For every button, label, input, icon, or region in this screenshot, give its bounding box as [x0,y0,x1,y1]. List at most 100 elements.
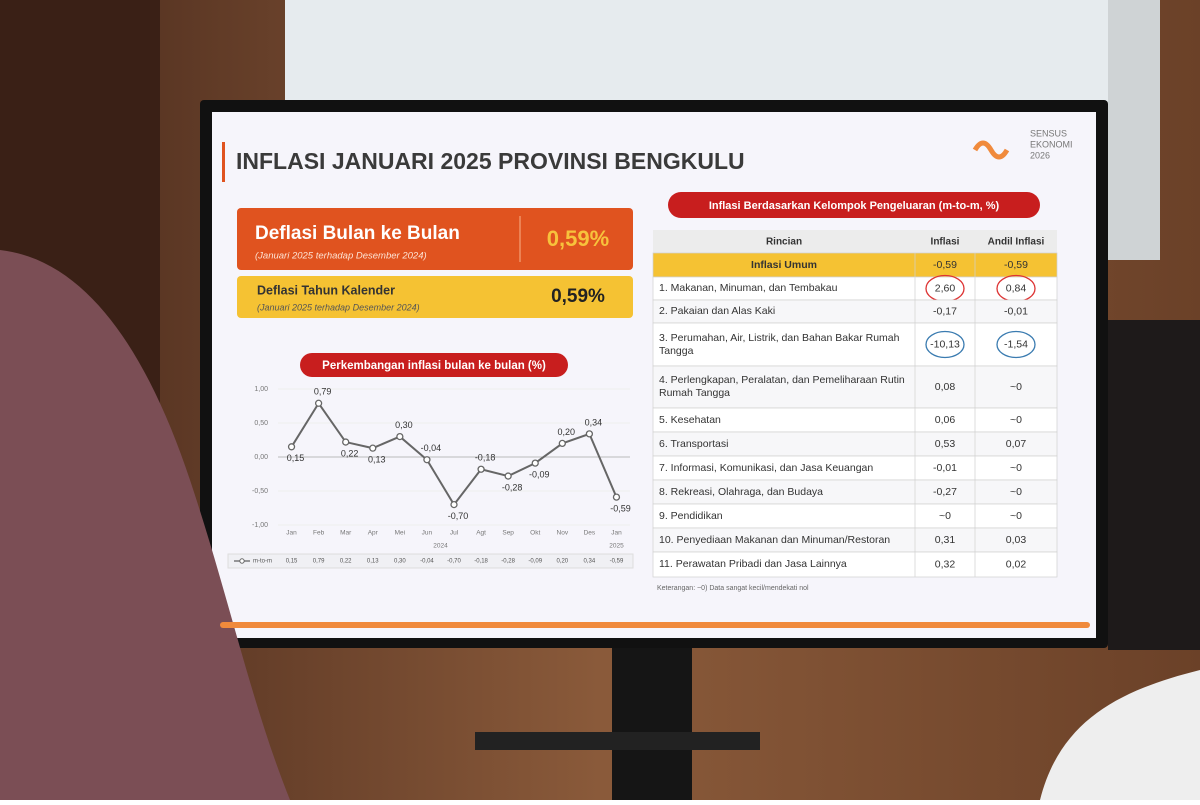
point [450,500,458,509]
y-tick-label: 0,00 [254,454,268,461]
data-row-value: -0,59 [610,559,624,565]
x-tick-label: Feb [313,530,325,537]
point [504,472,512,480]
x-tick-label: Mei [395,530,405,537]
table-cell: 0,06 [935,414,956,426]
point [396,432,404,441]
logo-text: 2026 [1030,150,1050,160]
table-cell: 0,07 [1006,438,1027,450]
table-cell: 9. Pendidikan [659,509,723,522]
table-cell-box: 5. Kesehatan [659,413,721,426]
x-tick-label: Des [584,530,596,537]
y-tick-label: -0,50 [252,488,268,495]
x-tick-label: Jan [611,530,622,537]
table-note: Keterangan: ~0) Data sangat kecil/mendek… [657,585,809,592]
calendar-value: 0,59% [551,286,605,307]
table-title: Inflasi Berdasarkan Kelompok Pengeluaran… [709,200,1000,212]
table-cell-box: 2. Pakaian dan Alas Kaki [659,305,775,317]
x-tick-label: Mar [340,530,352,537]
highlight-circle [925,330,965,359]
table-cell: ~0 [1010,381,1022,393]
calendar-note: (Januari 2025 terhadap Desember 2024) [257,302,420,312]
table-cell-box: 4. Perlengkapan, Peralatan, dan Pemeliha… [659,374,905,399]
chart-title-pill [300,353,568,377]
data-row-value: 0,20 [556,559,568,565]
data-row-value: 0,15 [286,559,298,565]
value-label: -0,70 [448,511,469,521]
table-cell-box: 8. Rekreasi, Olahraga, dan Budaya [659,485,824,498]
table-cell-box: 6. Transportasi [659,438,728,450]
table-cell: 0,31 [935,534,956,546]
table-cell: 0,03 [1006,534,1027,546]
monthly-value: 0,59% [547,226,609,251]
table-cell: 1. Makanan, Minuman, dan Tembakau [659,282,838,294]
side-device [1108,320,1200,650]
upper-screen [285,0,1110,118]
table-cell: 2,60 [935,282,956,294]
data-row-value: -0,04 [420,559,434,565]
slide-footer-bar [220,622,1090,628]
table-cell: -1,54 [1004,338,1028,350]
table-header [653,230,1057,253]
table-cell: ~0 [1010,510,1022,522]
point [369,444,377,452]
value-label: 0,15 [287,453,305,463]
table-cell: ~0 [1010,486,1022,498]
value-label: 0,30 [395,420,413,430]
table-cell: 5. Kesehatan [659,413,721,426]
x-tick-label: Jul [450,530,459,537]
table-cell: ~0 [1010,414,1022,426]
table-title-pill [668,192,1040,218]
table-cell-box: 1. Makanan, Minuman, dan Tembakau [659,282,838,294]
x-tick-label: Okt [530,530,540,537]
tv-stand [612,640,692,800]
x-tick-label: Agt [476,530,486,537]
table-cell: 0,53 [935,438,956,450]
year-label: 2024 [433,543,448,550]
point [558,439,566,448]
highlight-circle [996,330,1036,359]
table-header-cell: Rincian [766,237,802,248]
person-shoulder [0,250,290,800]
point [287,443,296,451]
y-tick-label: 1,00 [254,386,268,393]
monthly-box [237,208,633,270]
table-cell: -0,59 [933,259,957,271]
data-row-value: -0,70 [447,559,461,565]
table-row [652,322,1058,367]
x-tick-label: Nov [557,530,569,537]
data-row-value: -0,28 [501,559,515,565]
value-label: -0,18 [475,453,496,463]
value-label: 0,13 [368,455,386,465]
logo-text: EKONOMI [1030,139,1073,149]
legend-label: m-to-m [253,559,272,565]
value-label: -0,09 [529,469,550,479]
calendar-label: Deflasi Tahun Kalender [257,283,395,297]
table-cell: 8. Rekreasi, Olahraga, dan Budaya [659,485,824,498]
data-row-value: 0,30 [394,559,406,565]
table-row [652,252,1058,278]
logo-mark [972,140,1010,160]
table-cell: 4. Perlengkapan, Peralatan, dan Pemeliha… [659,374,905,399]
value-label: -0,28 [502,482,523,492]
upper-screen-edge [1108,0,1160,260]
table-cell-box: 7. Informasi, Komunikasi, dan Jasa Keuan… [659,462,873,474]
data-row-value: 0,13 [367,559,379,565]
x-tick-label: Jun [422,530,433,537]
person-right [1040,670,1200,800]
data-row-value: 0,34 [584,559,596,565]
table-cell: 3. Perumahan, Air, Listrik, dan Bahan Ba… [659,331,900,357]
value-label: -0,04 [421,443,442,453]
table-row [652,551,1058,578]
table-cell: ~0 [1010,462,1022,474]
value-label: -0,59 [610,503,631,513]
table-row [652,407,1058,433]
x-tick-label: Sep [502,530,514,537]
table-cell: 11. Perawatan Pribadi dan Jasa Lainnya [659,558,847,570]
y-tick-label: -1,00 [252,522,268,529]
point [314,399,323,407]
value-label: 0,22 [341,448,359,458]
table-cell: 0,02 [1006,558,1027,570]
calendar-box [237,276,633,318]
monthly-note: (Januari 2025 terhadap Desember 2024) [255,251,427,262]
